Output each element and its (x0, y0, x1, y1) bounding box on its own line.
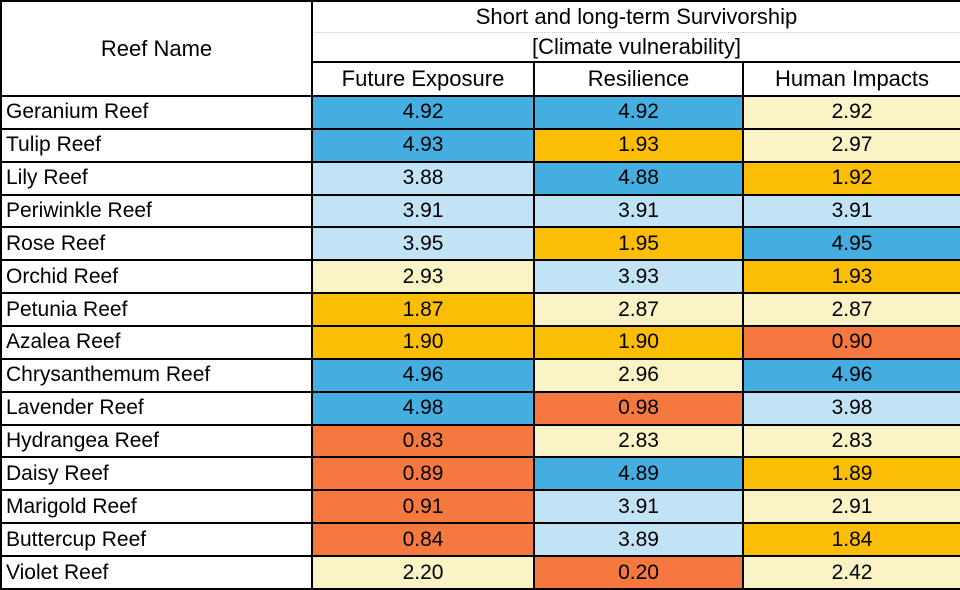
table-row: Azalea Reef 1.90 1.90 0.90 (0, 325, 960, 360)
value-cell: 2.83 (533, 423, 744, 459)
value-cell: 2.93 (311, 259, 535, 295)
reef-name-cell: Periwinkle Reef (0, 193, 313, 229)
reef-name-cell: Geranium Reef (0, 95, 313, 130)
value-cell: 3.98 (742, 390, 960, 426)
value-cell: 3.89 (533, 522, 744, 558)
group-header-survivorship: Short and long-term Survivorship (311, 0, 960, 33)
value-cell: 1.92 (742, 160, 960, 196)
value-cell: 4.96 (742, 357, 960, 393)
table-row: Lily Reef 3.88 4.88 1.92 (0, 160, 960, 196)
value-cell: 2.92 (742, 95, 960, 130)
value-cell: 3.93 (533, 259, 744, 295)
table-row: Orchid Reef 2.93 3.93 1.93 (0, 259, 960, 295)
reef-name-cell: Chrysanthemum Reef (0, 357, 313, 393)
reef-name-cell: Buttercup Reef (0, 522, 313, 558)
value-cell: 3.88 (311, 160, 535, 196)
reef-name-cell: Lily Reef (0, 160, 313, 196)
value-cell: 3.91 (533, 193, 744, 229)
table-body: Geranium Reef 4.92 4.92 2.92 Tulip Reef 4.93 1… (0, 95, 960, 590)
value-cell: 4.88 (533, 160, 744, 196)
value-cell: 0.20 (533, 555, 744, 590)
value-cell: 2.96 (533, 357, 744, 393)
table-row: Periwinkle Reef 3.91 3.91 3.91 (0, 193, 960, 229)
table-row: Petunia Reef 1.87 2.87 2.87 (0, 292, 960, 328)
reef-name-cell: Daisy Reef (0, 456, 313, 492)
value-cell: 2.83 (742, 423, 960, 459)
value-cell: 1.87 (311, 292, 535, 328)
table-row: Marigold Reef 0.91 3.91 2.91 (0, 489, 960, 525)
reef-name-cell: Hydrangea Reef (0, 423, 313, 459)
header-row-group-subtitle: [Climate vulnerability] (1, 32, 960, 63)
table-row: Tulip Reef 4.93 1.93 2.97 (0, 127, 960, 163)
group-header-climate-vulnerability: [Climate vulnerability] (311, 32, 960, 63)
value-cell: 2.91 (742, 489, 960, 525)
table-row: Hydrangea Reef 0.83 2.83 2.83 (0, 423, 960, 459)
value-cell: 1.90 (311, 325, 535, 360)
value-cell: 2.42 (742, 555, 960, 590)
header-row-columns: Future Exposure Resilience Human Impacts (1, 61, 960, 97)
value-cell: 1.93 (742, 259, 960, 295)
reef-name-cell: Violet Reef (0, 555, 313, 590)
value-cell: 2.20 (311, 555, 535, 590)
reef-name-column-header: Reef Name (0, 0, 313, 97)
reef-name-cell: Tulip Reef (0, 127, 313, 163)
value-cell: 1.93 (533, 127, 744, 163)
reef-name-cell: Rose Reef (0, 226, 313, 262)
value-cell: 3.91 (533, 489, 744, 525)
value-cell: 2.97 (742, 127, 960, 163)
value-cell: 4.93 (311, 127, 535, 163)
reef-name-cell: Marigold Reef (0, 489, 313, 525)
table-row: Rose Reef 3.95 1.95 4.95 (0, 226, 960, 262)
value-cell: 4.95 (742, 226, 960, 262)
value-cell: 0.91 (311, 489, 535, 525)
table-row: Lavender Reef 4.98 0.98 3.98 (0, 390, 960, 426)
value-cell: 4.92 (311, 95, 535, 130)
table-row: Buttercup Reef 0.84 3.89 1.84 (0, 522, 960, 558)
reef-name-cell: Petunia Reef (0, 292, 313, 328)
value-cell: 0.89 (311, 456, 535, 492)
value-cell: 3.95 (311, 226, 535, 262)
table-row: Geranium Reef 4.92 4.92 2.92 (0, 95, 960, 130)
value-cell: 0.84 (311, 522, 535, 558)
column-header-future-exposure: Future Exposure (311, 61, 535, 97)
value-cell: 1.95 (533, 226, 744, 262)
value-cell: 0.90 (742, 325, 960, 360)
reef-name-cell: Azalea Reef (0, 325, 313, 360)
value-cell: 1.89 (742, 456, 960, 492)
value-cell: 3.91 (742, 193, 960, 229)
value-cell: 4.96 (311, 357, 535, 393)
value-cell: 1.84 (742, 522, 960, 558)
value-cell: 2.87 (533, 292, 744, 328)
reef-name-cell: Orchid Reef (0, 259, 313, 295)
value-cell: 2.87 (742, 292, 960, 328)
table-row: Violet Reef 2.20 0.20 2.42 (0, 555, 960, 590)
value-cell: 0.83 (311, 423, 535, 459)
value-cell: 4.89 (533, 456, 744, 492)
value-cell: 1.90 (533, 325, 744, 360)
table-row: Chrysanthemum Reef 4.96 2.96 4.96 (0, 357, 960, 393)
column-header-resilience: Resilience (533, 61, 744, 97)
header-row-group-title: Reef Name Short and long-term Survivorsh… (0, 0, 960, 97)
table-row: Daisy Reef 0.89 4.89 1.89 (0, 456, 960, 492)
value-cell: 0.98 (533, 390, 744, 426)
table-header: Reef Name Short and long-term Survivorsh… (0, 0, 960, 97)
value-cell: 3.91 (311, 193, 535, 229)
reef-name-cell: Lavender Reef (0, 390, 313, 426)
column-header-human-impacts: Human Impacts (742, 61, 960, 97)
value-cell: 4.92 (533, 95, 744, 130)
value-cell: 4.98 (311, 390, 535, 426)
